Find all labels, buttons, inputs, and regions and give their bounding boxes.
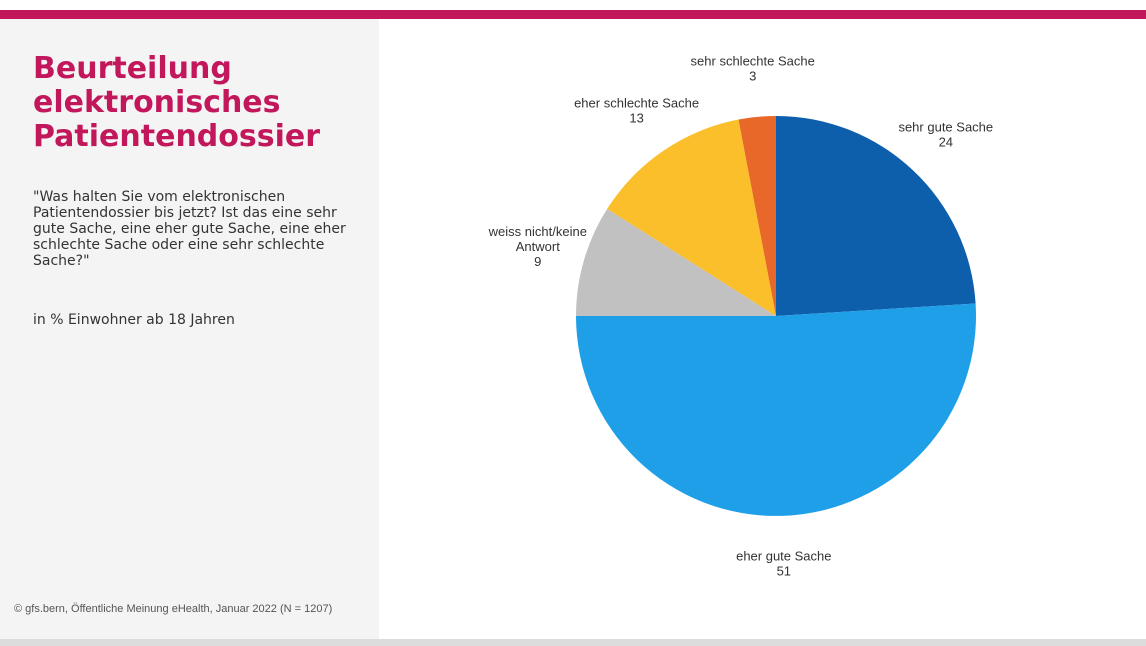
slice-label-line: eher schlechte Sache: [574, 95, 699, 110]
slice-label: weiss nicht/keine Antwort 9: [488, 224, 587, 269]
slice-label: sehr gute Sache 24: [898, 120, 993, 150]
page-title: Beurteilung elektronisches Patientendoss…: [33, 52, 353, 154]
slice-label: sehr schlechte Sache 3: [691, 54, 815, 84]
slice-value: 51: [777, 563, 791, 578]
bottom-bar: [0, 639, 1146, 646]
pie-slice: [738, 115, 776, 316]
slice-label-line: sehr schlechte Sache: [691, 54, 815, 69]
slice-label-line: sehr gute Sache: [898, 120, 993, 135]
slice-label-line: eher gute Sache: [736, 548, 831, 563]
survey-question: "Was halten Sie vom elektronischen Patie…: [33, 189, 346, 269]
slice-label: eher schlechte Sache 13: [574, 95, 699, 125]
pie-slice: [776, 116, 976, 316]
unit-note: in % Einwohner ab 18 Jahren: [33, 312, 235, 328]
pie-slice: [576, 303, 976, 516]
slice-label: eher gute Sache 51: [736, 548, 831, 578]
slice-value: 13: [629, 110, 643, 125]
top-accent-bar: [0, 10, 1146, 19]
slice-value: 24: [939, 135, 953, 150]
pie-chart: sehr gute Sache 24 eher gute Sache 51 weiss …: [488, 54, 993, 579]
title-line-1: Beurteilung: [33, 51, 232, 86]
source-note: © gfs.bern, Öffentliche Meinung eHealth,…: [14, 603, 333, 615]
slice-label-line: Antwort: [516, 239, 560, 254]
pie-labels: sehr gute Sache 24 eher gute Sache 51 weiss …: [488, 54, 993, 579]
slice-label-line: weiss nicht/keine: [488, 224, 587, 239]
side-panel: [0, 19, 379, 639]
pie-slices: [576, 115, 976, 516]
pie-slice: [576, 208, 776, 316]
title-line-3: Patientendossier: [33, 119, 321, 154]
title-line-2: elektronisches: [33, 85, 281, 120]
pie-slice: [607, 119, 776, 316]
slice-value: 9: [534, 254, 541, 269]
slice-value: 3: [749, 69, 756, 84]
